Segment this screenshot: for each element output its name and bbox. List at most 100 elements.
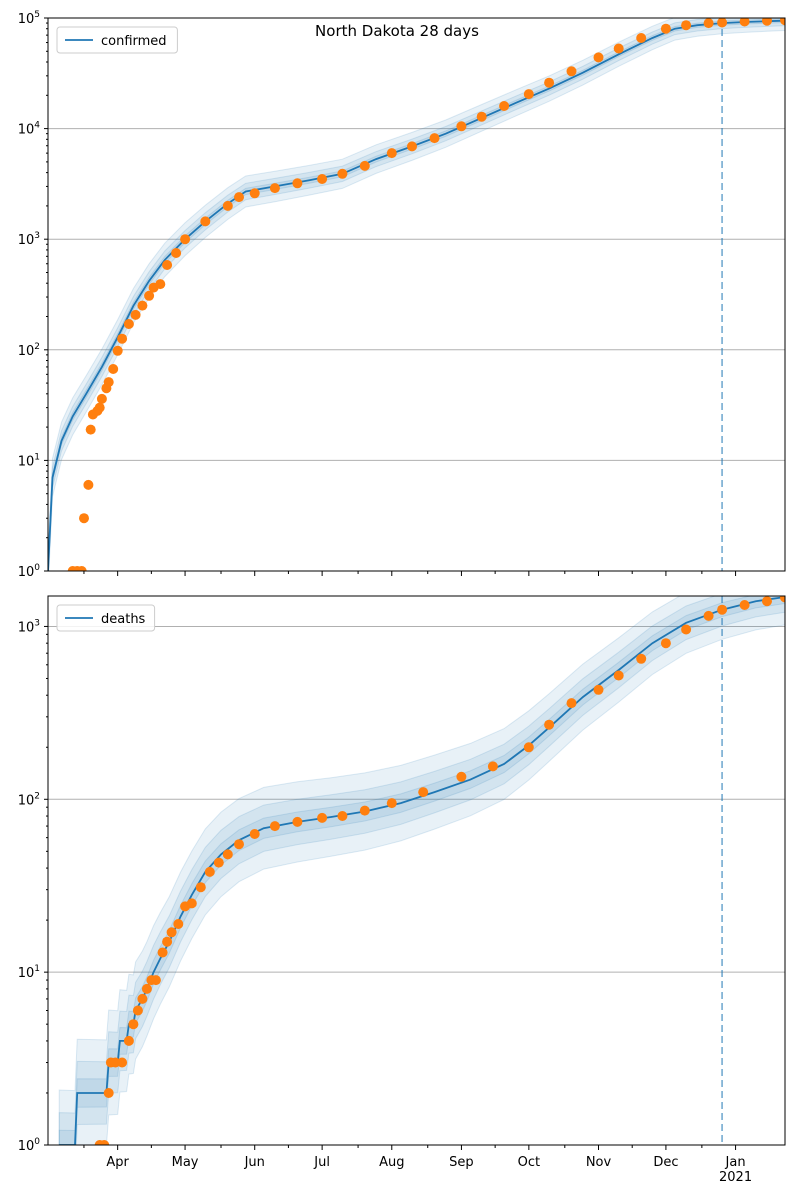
top-x-axis	[83, 571, 737, 576]
bot-observed-point-5	[117, 1057, 128, 1068]
deaths-panel: 100 101 102 103 Apr May Jun Jul Aug Sep Oct Nov Dec…	[18, 595, 786, 1185]
top-y-axis: 100 101 102 103 104 105	[18, 10, 48, 580]
bot-observed-point-30	[386, 798, 397, 809]
bot-observed-point-8	[132, 1005, 143, 1016]
top-band-2	[48, 18, 785, 571]
bot-observed-point-18	[186, 898, 197, 909]
bottom-y-axis: 100 101 102 103	[18, 618, 48, 1154]
bot-band-1	[58, 596, 785, 1145]
bot-observed-point-2	[103, 1088, 114, 1098]
bot-observed-point-42	[703, 610, 714, 621]
top-observed-point-25	[222, 200, 233, 211]
top-observed-point-21	[162, 260, 173, 270]
bot-observed-point-32	[456, 771, 467, 782]
top-observed-point-15	[123, 319, 134, 329]
top-observed-point-4	[83, 479, 94, 490]
top-observed-point-31	[337, 168, 348, 179]
bot-xtick-sublabel-9: 2021	[719, 1170, 752, 1185]
top-observed-point-34	[407, 141, 417, 152]
bottom-plot-frame	[47, 595, 786, 1146]
top-observed-point-22	[171, 248, 182, 258]
bot-xtick-label-8: Dec	[653, 1155, 678, 1170]
bot-observed-point-38	[613, 670, 624, 681]
deaths-legend-box	[56, 604, 156, 632]
bot-observed-point-28	[337, 811, 348, 821]
figure-title: North Dakota 28 days	[315, 22, 479, 40]
bot-xtick-label-2: Jun	[244, 1155, 265, 1170]
top-observed-point-30	[317, 174, 328, 184]
bot-observed-point-21	[213, 857, 224, 868]
top-observed-point-29	[292, 178, 303, 189]
bot-observed-point-46	[780, 596, 785, 603]
bot-observed-point-22	[222, 849, 233, 860]
bot-observed-point-27	[317, 812, 328, 823]
top-ytick-label-4: 104	[18, 121, 41, 138]
top-observed-point-47	[703, 18, 714, 29]
top-observed-point-42	[593, 52, 604, 63]
bot-band-0	[58, 596, 785, 1145]
top-ytick-label-3: 103	[18, 231, 40, 248]
bot-observed-point-10	[141, 983, 152, 994]
top-observed-point-5	[85, 424, 96, 435]
bot-observed-point-33	[487, 761, 498, 772]
bot-observed-point-35	[544, 719, 555, 730]
top-observed-point-37	[476, 111, 487, 122]
top-observed-point-38	[499, 101, 510, 111]
deaths-legend-label: deaths	[101, 612, 146, 627]
top-ytick-label-1: 101	[18, 452, 40, 469]
bot-observed-point-23	[234, 839, 244, 850]
confirmed-legend-box	[56, 26, 178, 54]
bot-xtick-label-5: Sep	[449, 1155, 474, 1170]
top-observed-point-8	[94, 402, 105, 413]
bot-observed-point-37	[593, 684, 604, 695]
top-observed-point-12	[108, 364, 119, 374]
top-observed-point-32	[359, 160, 370, 171]
top-ytick-label-5: 105	[18, 10, 40, 27]
top-observed-point-27	[249, 188, 260, 199]
top-observed-point-46	[681, 20, 692, 31]
top-observed-point-43	[613, 43, 624, 54]
top-observed-point-14	[117, 333, 128, 344]
top-observed-point-9	[96, 393, 107, 404]
bot-observed-point-6	[123, 1035, 134, 1046]
top-observed-point-23	[180, 234, 191, 245]
top-observed-point-39	[523, 89, 534, 100]
top-observed-point-11	[103, 377, 114, 388]
confirmed-model-line	[48, 19, 785, 571]
top-observed-point-50	[762, 18, 772, 26]
bot-observed-point-29	[359, 805, 370, 816]
bottom-uncertainty-bands	[58, 596, 785, 1145]
top-band-0	[48, 18, 785, 571]
confirmed-observed-points	[67, 18, 785, 571]
bot-observed-point-20	[204, 866, 215, 877]
top-observed-point-45	[660, 23, 671, 34]
top-observed-point-16	[130, 309, 141, 320]
bot-ytick-label-3: 103	[18, 618, 40, 635]
bot-observed-point-25	[269, 821, 280, 832]
deaths-observed-points	[94, 596, 785, 1145]
bot-ytick-label-2: 102	[18, 791, 40, 808]
top-observed-point-18	[144, 290, 155, 301]
top-observed-point-33	[386, 148, 397, 159]
bot-observed-point-9	[137, 993, 148, 1004]
bot-observed-point-40	[660, 638, 671, 649]
bot-ytick-label-0: 100	[18, 1137, 41, 1154]
bottom-gridlines	[48, 625, 785, 1146]
confirmed-legend-label: confirmed	[101, 34, 167, 49]
top-observed-point-17	[137, 300, 148, 311]
top-observed-point-40	[544, 77, 555, 88]
confirmed-legend: confirmed	[56, 26, 178, 54]
bot-xtick-label-9: Jan	[725, 1155, 746, 1170]
bot-observed-point-14	[162, 936, 173, 947]
top-observed-point-51	[780, 18, 785, 26]
bot-ytick-label-1: 101	[18, 964, 40, 981]
top-observed-point-26	[234, 192, 244, 203]
bot-observed-point-13	[157, 947, 168, 958]
bot-observed-point-43	[717, 604, 728, 615]
top-band-1	[48, 18, 785, 571]
bot-observed-point-26	[292, 816, 303, 827]
bot-observed-point-24	[249, 829, 260, 839]
bot-xtick-label-0: Apr	[106, 1155, 129, 1170]
